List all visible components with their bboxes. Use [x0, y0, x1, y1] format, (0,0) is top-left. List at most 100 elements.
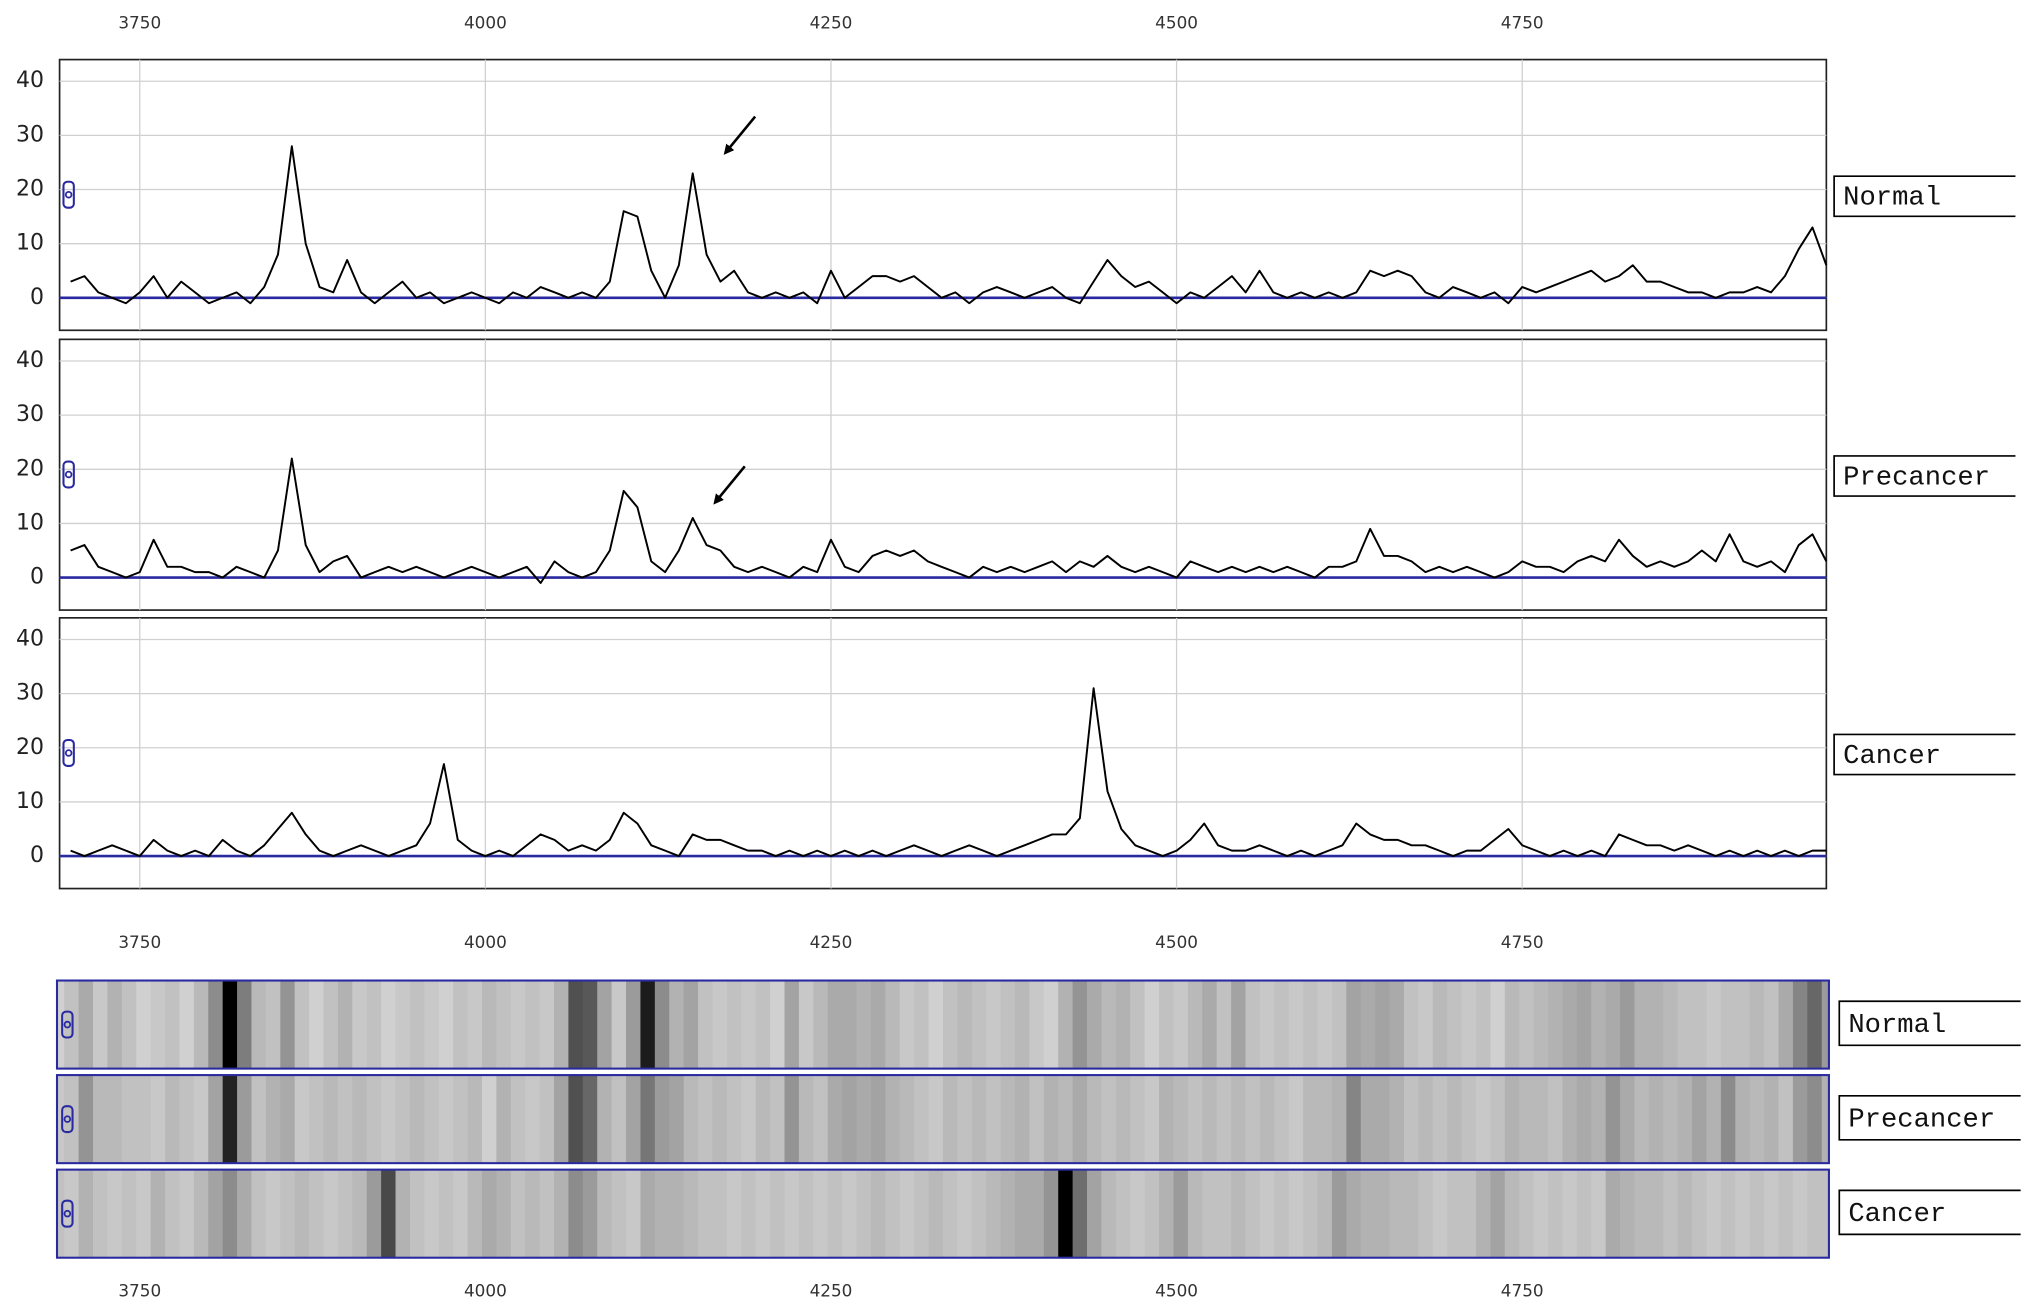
- gel-band: [683, 1169, 699, 1258]
- gel-frame: [55, 1168, 1830, 1259]
- gel-band: [611, 1169, 627, 1258]
- gel-band: [1029, 1169, 1045, 1258]
- gel-band: [1634, 1075, 1650, 1164]
- gel-band: [453, 980, 469, 1069]
- gel-band: [1303, 980, 1319, 1069]
- gel-band: [554, 1169, 569, 1258]
- gel-band: [150, 1075, 166, 1164]
- gel-band: [568, 980, 584, 1069]
- gel-band: [1331, 980, 1347, 1069]
- gel-band: [1159, 980, 1174, 1069]
- gel-band: [1389, 980, 1405, 1069]
- gel-band: [1648, 1075, 1664, 1164]
- gel-band: [914, 980, 930, 1069]
- x-tick-label: 4750: [1501, 12, 1544, 32]
- gel-band: [136, 980, 152, 1069]
- gel-band: [870, 1075, 886, 1164]
- gel-band: [683, 1075, 699, 1164]
- gel-band: [1014, 1075, 1030, 1164]
- gel-band: [1216, 980, 1232, 1069]
- gel-band: [1749, 1075, 1765, 1164]
- x-tick-label: 4250: [810, 12, 853, 32]
- gel-band: [251, 1169, 267, 1258]
- gel-band: [294, 1075, 310, 1164]
- gel-band: [726, 1075, 742, 1164]
- gel-band: [1187, 1169, 1203, 1258]
- gel-band: [0, 1075, 7, 1163]
- annotation-arrow: [723, 115, 757, 155]
- gel-band: [1346, 1075, 1362, 1164]
- gel-band: [798, 980, 814, 1069]
- icon: [63, 1020, 72, 1029]
- gel-band: [1461, 980, 1477, 1069]
- gel-band: [712, 1075, 728, 1164]
- x-tick-label: 4250: [810, 1280, 853, 1300]
- y-tick-label: 0: [30, 285, 44, 310]
- gel-band: [1821, 980, 1829, 1069]
- gel-band: [842, 1075, 858, 1164]
- gel-band: [1764, 1169, 1780, 1258]
- gel-band: [1620, 1169, 1635, 1258]
- icon: [61, 1010, 74, 1039]
- gel-band: [856, 1169, 872, 1258]
- gel-band: [1778, 1169, 1794, 1258]
- gel-band: [208, 980, 224, 1069]
- gel-band: [1014, 1169, 1030, 1258]
- gel-bands: [56, 1169, 1829, 1258]
- gel-band: [971, 980, 987, 1069]
- gel-band: [323, 1075, 339, 1164]
- gel-band: [1548, 1169, 1563, 1258]
- gel-band: [1360, 1075, 1376, 1164]
- gel-band: [1720, 1169, 1736, 1258]
- y-tick-label: 10: [16, 231, 44, 256]
- gel-band: [1663, 1169, 1679, 1258]
- y-tick-label: 10: [16, 789, 44, 814]
- gel-band: [1288, 1075, 1304, 1164]
- gel-band: [467, 980, 483, 1069]
- gel-band: [1187, 980, 1203, 1069]
- gel-band: [1375, 1169, 1391, 1258]
- gel-band: [1058, 1169, 1074, 1258]
- label-box: [1838, 1094, 2021, 1141]
- gel-band: [1403, 980, 1419, 1069]
- gel-band: [1605, 1169, 1621, 1258]
- gel-band: [914, 1075, 930, 1164]
- gel-band: [928, 980, 944, 1069]
- gel-band: [93, 1169, 108, 1258]
- gel-band: [1591, 1169, 1607, 1258]
- gel-band: [424, 1075, 440, 1164]
- gel-band: [1087, 980, 1102, 1069]
- gel-band: [1735, 1169, 1751, 1258]
- gel-frame: [55, 979, 1830, 1070]
- gel-band: [1792, 1075, 1808, 1164]
- gel-band: [942, 980, 958, 1069]
- gel-band: [1259, 980, 1275, 1069]
- gel-band: [237, 1075, 252, 1164]
- gel-band: [870, 1169, 886, 1258]
- gel-band: [496, 980, 512, 1069]
- gel-band: [582, 1169, 598, 1258]
- gel-band: [496, 1075, 512, 1164]
- gel-band: [1504, 1169, 1520, 1258]
- gel-band: [1331, 1075, 1347, 1164]
- icon: [63, 1115, 72, 1123]
- gel-band: [121, 980, 137, 1069]
- spectrum-line: [70, 687, 1827, 858]
- gel-band: [611, 980, 627, 1069]
- gel-band: [1620, 1075, 1635, 1164]
- gel-band: [1014, 980, 1030, 1069]
- gel-band: [294, 980, 310, 1069]
- gel-band: [222, 980, 238, 1069]
- gel-band: [1663, 980, 1679, 1069]
- gel-band: [827, 1169, 843, 1258]
- gel-band: [1807, 1075, 1823, 1164]
- spectrum-line: [70, 145, 1828, 305]
- gel-band: [121, 1075, 137, 1164]
- gel-band: [107, 1169, 123, 1258]
- icon: [64, 470, 73, 479]
- gel-band: [1735, 1075, 1751, 1164]
- gel-band: [1591, 1075, 1607, 1164]
- gel-band: [626, 980, 641, 1069]
- gel-band: [1043, 1075, 1059, 1164]
